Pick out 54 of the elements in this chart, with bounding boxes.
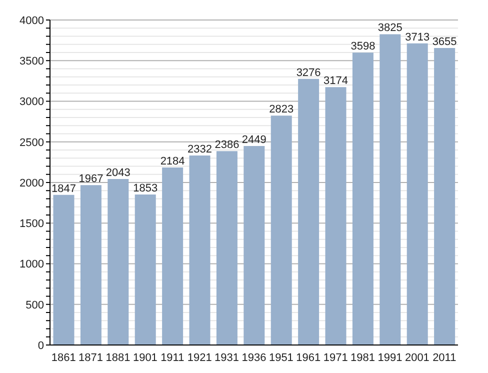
bar	[406, 43, 428, 345]
bar	[298, 78, 320, 345]
y-tick-label: 2000	[20, 177, 44, 190]
y-tick-label: 3000	[20, 96, 44, 108]
data-label: 3825	[378, 22, 402, 34]
data-label: 3598	[350, 40, 376, 53]
x-tick-label: 1921	[187, 352, 212, 364]
data-label: 3713	[405, 31, 430, 44]
data-label: 3174	[324, 75, 348, 88]
x-tick-label: 1861	[51, 352, 76, 364]
y-tick-label: 1500	[20, 218, 44, 230]
data-label: 2449	[242, 134, 266, 146]
bar	[134, 194, 156, 345]
data-label: 3276	[296, 66, 321, 79]
data-label: 1967	[78, 173, 104, 186]
data-label: 2043	[106, 167, 130, 180]
x-tick-label: 1981	[350, 352, 376, 364]
x-tick-label: 1936	[242, 352, 266, 364]
data-label: 2332	[188, 144, 212, 156]
bar	[325, 87, 346, 345]
bar	[162, 168, 184, 345]
y-tick-label: 2500	[20, 136, 44, 149]
data-label: 2823	[269, 104, 294, 116]
x-tick-label: 2001	[404, 352, 430, 364]
y-tick-label: 0	[38, 340, 44, 352]
bar	[53, 194, 74, 345]
data-label: 3655	[432, 36, 457, 48]
bar	[216, 151, 238, 345]
bar	[189, 156, 210, 345]
x-tick-label: 1871	[78, 352, 104, 364]
x-tick-label: 1961	[296, 352, 321, 364]
bar	[80, 185, 102, 345]
x-tick-label: 1881	[106, 352, 130, 364]
x-tick-label: 1951	[268, 352, 294, 364]
bar	[244, 146, 265, 345]
data-label: 1853	[133, 182, 158, 194]
bar	[352, 52, 374, 345]
y-tick-label: 1000	[20, 258, 44, 271]
bar	[434, 48, 456, 345]
bar	[270, 116, 292, 345]
y-tick-label: 4000	[20, 14, 44, 27]
x-tick-label: 1971	[323, 352, 348, 364]
x-tick-label: 1911	[160, 352, 184, 364]
y-tick-label: 3500	[20, 56, 44, 68]
x-tick-label: 1931	[214, 352, 240, 364]
data-label: 1847	[52, 182, 76, 195]
y-tick-label: 500	[26, 299, 44, 312]
x-tick-label: 2011	[432, 352, 456, 364]
x-tick-label: 1991	[378, 352, 402, 364]
bar	[108, 179, 129, 345]
x-tick-label: 1901	[132, 352, 158, 364]
bar	[380, 34, 401, 345]
data-label: 2184	[160, 156, 185, 168]
data-label: 2386	[214, 139, 240, 152]
